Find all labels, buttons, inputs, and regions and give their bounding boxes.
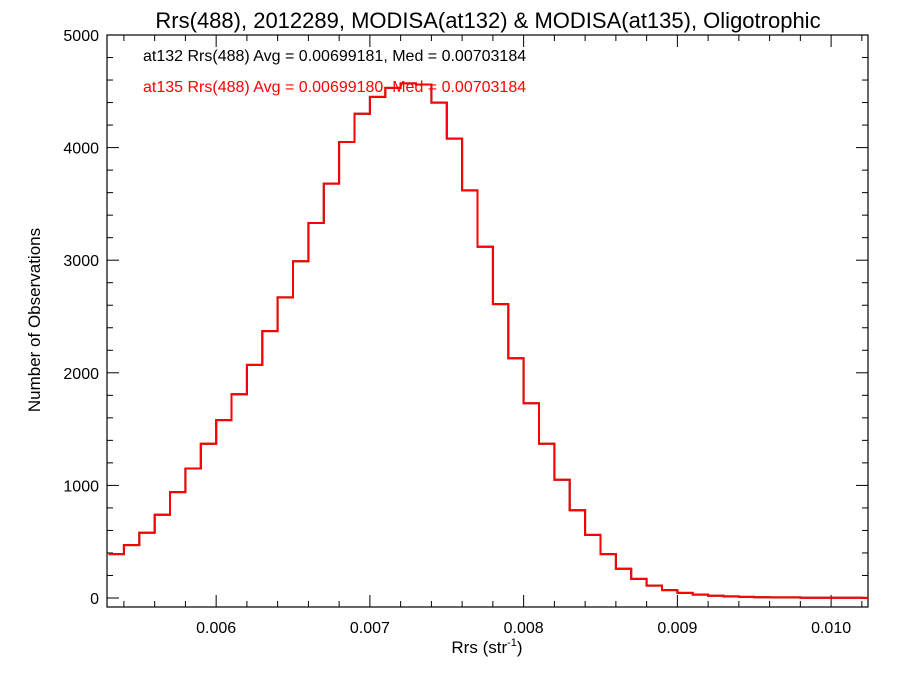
y-tick-label: 3000 (63, 253, 99, 270)
y-tick-label: 1000 (63, 478, 99, 495)
chart-title: Rrs(488), 2012289, MODISA(at132) & MODIS… (155, 8, 820, 33)
histogram-series (108, 82, 868, 599)
plot-frame (106, 34, 869, 608)
x-tick-label: 0.010 (811, 620, 851, 637)
x-tick-label: 0.008 (504, 620, 544, 637)
histogram-line-at132 (108, 82, 868, 599)
x-axis-title-main: Rrs (str (451, 638, 507, 657)
x-tick-label: 0.007 (350, 620, 390, 637)
axis-ticks (107, 34, 868, 607)
y-tick-label: 0 (90, 591, 99, 608)
x-axis-title-close: ) (517, 638, 523, 657)
histogram-line-at135 (108, 82, 868, 599)
annotation-at132: at132 Rrs(488) Avg = 0.00699181, Med = 0… (143, 48, 526, 65)
annotation-at135: at135 Rrs(488) Avg = 0.00699180, Med = 0… (143, 79, 526, 96)
x-tick-label: 0.006 (196, 620, 236, 637)
axis-tick-labels: 0.006 0.007 0.008 0.009 0.010 0 1000 2000 3000 40… (63, 28, 851, 637)
y-tick-label: 4000 (63, 141, 99, 158)
x-axis-title-superscript: -1 (507, 637, 517, 649)
x-tick-label: 0.009 (657, 620, 697, 637)
x-axis-title: Rrs (str-1) (451, 637, 522, 657)
y-tick-label: 5000 (63, 28, 99, 45)
y-tick-label: 2000 (63, 366, 99, 383)
y-axis-title: Number of Observations (25, 228, 44, 412)
